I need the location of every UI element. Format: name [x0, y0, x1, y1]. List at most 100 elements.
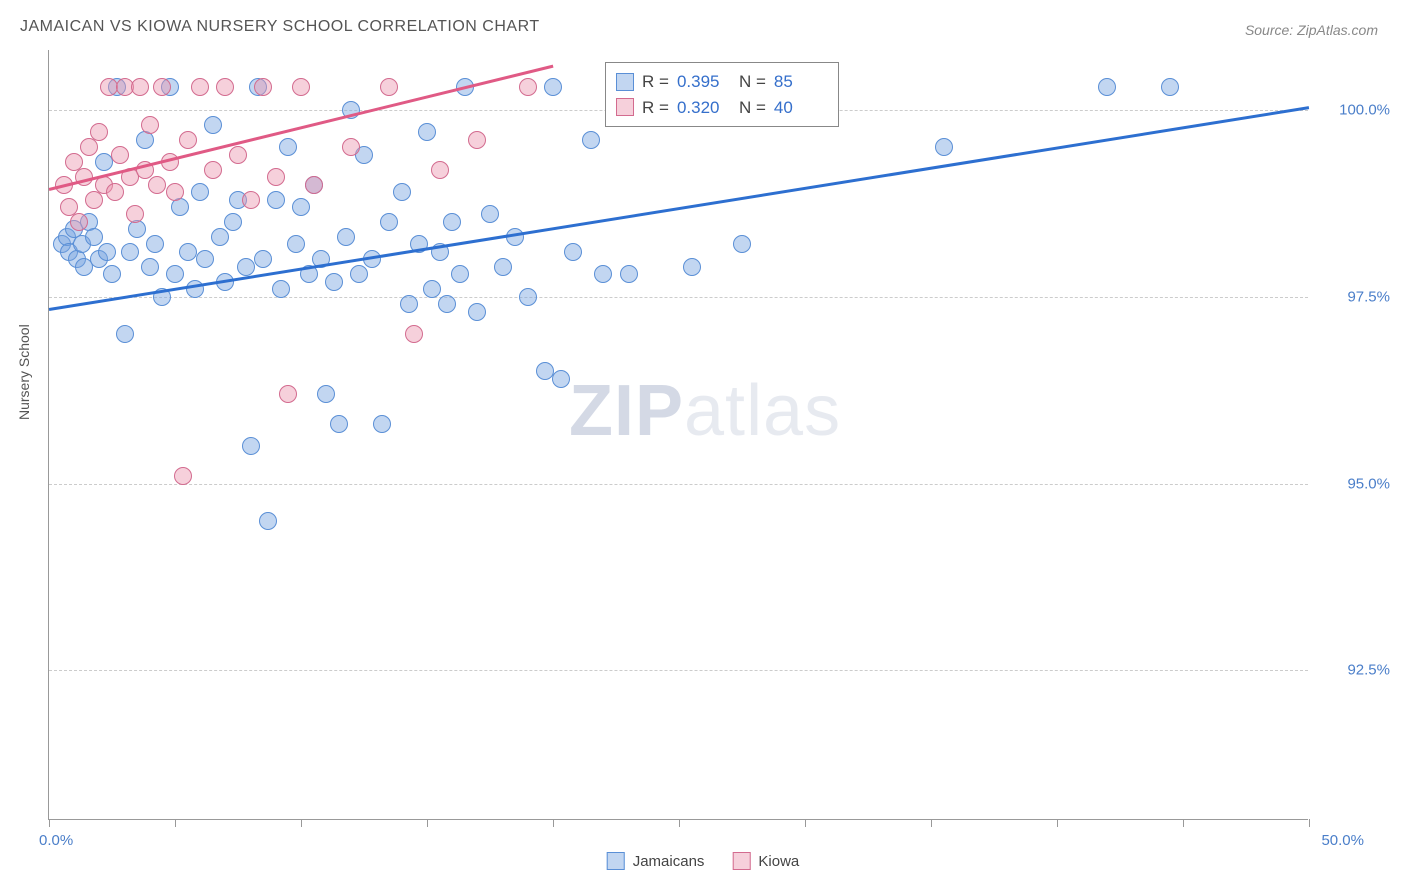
scatter-point	[564, 243, 582, 261]
stat-n-label: N =	[739, 95, 766, 121]
x-axis-min-label: 0.0%	[39, 832, 73, 849]
scatter-point	[325, 273, 343, 291]
ytick-label: 92.5%	[1347, 662, 1390, 679]
scatter-point	[380, 78, 398, 96]
scatter-point	[229, 146, 247, 164]
legend-item-kiowa: Kiowa	[732, 852, 799, 870]
scatter-point	[259, 512, 277, 530]
scatter-point	[683, 258, 701, 276]
scatter-point	[111, 146, 129, 164]
scatter-point	[373, 415, 391, 433]
legend-swatch-jamaicans	[616, 73, 634, 91]
scatter-point	[242, 437, 260, 455]
scatter-point	[224, 213, 242, 231]
stat-r-label: R =	[642, 95, 669, 121]
stat-n-value-1: 85	[774, 69, 828, 95]
scatter-point	[90, 123, 108, 141]
source-label: Source: ZipAtlas.com	[1245, 22, 1378, 38]
legend-stats-row-2: R = 0.320 N = 40	[616, 95, 828, 121]
scatter-point	[279, 138, 297, 156]
legend-swatch-kiowa	[616, 98, 634, 116]
scatter-point	[330, 415, 348, 433]
scatter-point	[594, 265, 612, 283]
scatter-point	[254, 78, 272, 96]
scatter-point	[237, 258, 255, 276]
scatter-point	[85, 228, 103, 246]
scatter-point	[191, 78, 209, 96]
scatter-point	[70, 213, 88, 231]
xtick	[49, 819, 50, 827]
gridline-h	[49, 484, 1308, 485]
ytick-label: 95.0%	[1347, 475, 1390, 492]
stat-r-value-1: 0.395	[677, 69, 731, 95]
xtick	[1057, 819, 1058, 827]
stat-n-label: N =	[739, 69, 766, 95]
scatter-point	[272, 280, 290, 298]
ytick-label: 97.5%	[1347, 288, 1390, 305]
y-axis-label: Nursery School	[16, 324, 32, 420]
scatter-point	[141, 258, 159, 276]
scatter-point	[166, 265, 184, 283]
xtick	[301, 819, 302, 827]
scatter-point	[267, 168, 285, 186]
scatter-point	[552, 370, 570, 388]
scatter-point	[342, 138, 360, 156]
gridline-h	[49, 297, 1308, 298]
scatter-point	[106, 183, 124, 201]
scatter-point	[350, 265, 368, 283]
scatter-point	[146, 235, 164, 253]
legend-label-kiowa: Kiowa	[758, 853, 799, 870]
scatter-point	[131, 78, 149, 96]
scatter-point	[443, 213, 461, 231]
scatter-point	[80, 138, 98, 156]
scatter-point	[481, 205, 499, 223]
scatter-point	[519, 78, 537, 96]
scatter-point	[148, 176, 166, 194]
legend-stats-box: R = 0.395 N = 85 R = 0.320 N = 40	[605, 62, 839, 127]
scatter-point	[85, 191, 103, 209]
scatter-point	[468, 131, 486, 149]
scatter-point	[431, 161, 449, 179]
ytick-label: 100.0%	[1339, 101, 1390, 118]
scatter-point	[337, 228, 355, 246]
scatter-point	[153, 78, 171, 96]
scatter-point	[287, 235, 305, 253]
legend-stats-row-1: R = 0.395 N = 85	[616, 69, 828, 95]
scatter-point	[494, 258, 512, 276]
scatter-point	[216, 78, 234, 96]
bottom-legend: Jamaicans Kiowa	[607, 852, 800, 870]
scatter-point	[305, 176, 323, 194]
scatter-point	[317, 385, 335, 403]
scatter-point	[519, 288, 537, 306]
xtick	[679, 819, 680, 827]
legend-label-jamaicans: Jamaicans	[633, 853, 705, 870]
scatter-point	[254, 250, 272, 268]
scatter-point	[733, 235, 751, 253]
xtick	[175, 819, 176, 827]
scatter-point	[174, 467, 192, 485]
scatter-point	[935, 138, 953, 156]
scatter-point	[204, 116, 222, 134]
xtick	[931, 819, 932, 827]
scatter-point	[126, 205, 144, 223]
scatter-point	[544, 78, 562, 96]
scatter-point	[279, 385, 297, 403]
xtick	[1309, 819, 1310, 827]
scatter-point	[1161, 78, 1179, 96]
legend-item-jamaicans: Jamaicans	[607, 852, 705, 870]
scatter-point	[400, 295, 418, 313]
xtick	[1183, 819, 1184, 827]
scatter-point	[292, 78, 310, 96]
scatter-point	[620, 265, 638, 283]
legend-swatch-kiowa-icon	[732, 852, 750, 870]
scatter-point	[582, 131, 600, 149]
scatter-point	[121, 243, 139, 261]
chart-title: JAMAICAN VS KIOWA NURSERY SCHOOL CORRELA…	[20, 18, 540, 36]
scatter-point	[103, 265, 121, 283]
watermark: ZIPatlas	[569, 370, 841, 452]
scatter-point	[423, 280, 441, 298]
scatter-point	[98, 243, 116, 261]
watermark-zip: ZIP	[569, 371, 684, 451]
xtick	[427, 819, 428, 827]
x-axis-max-label: 50.0%	[1321, 832, 1364, 849]
